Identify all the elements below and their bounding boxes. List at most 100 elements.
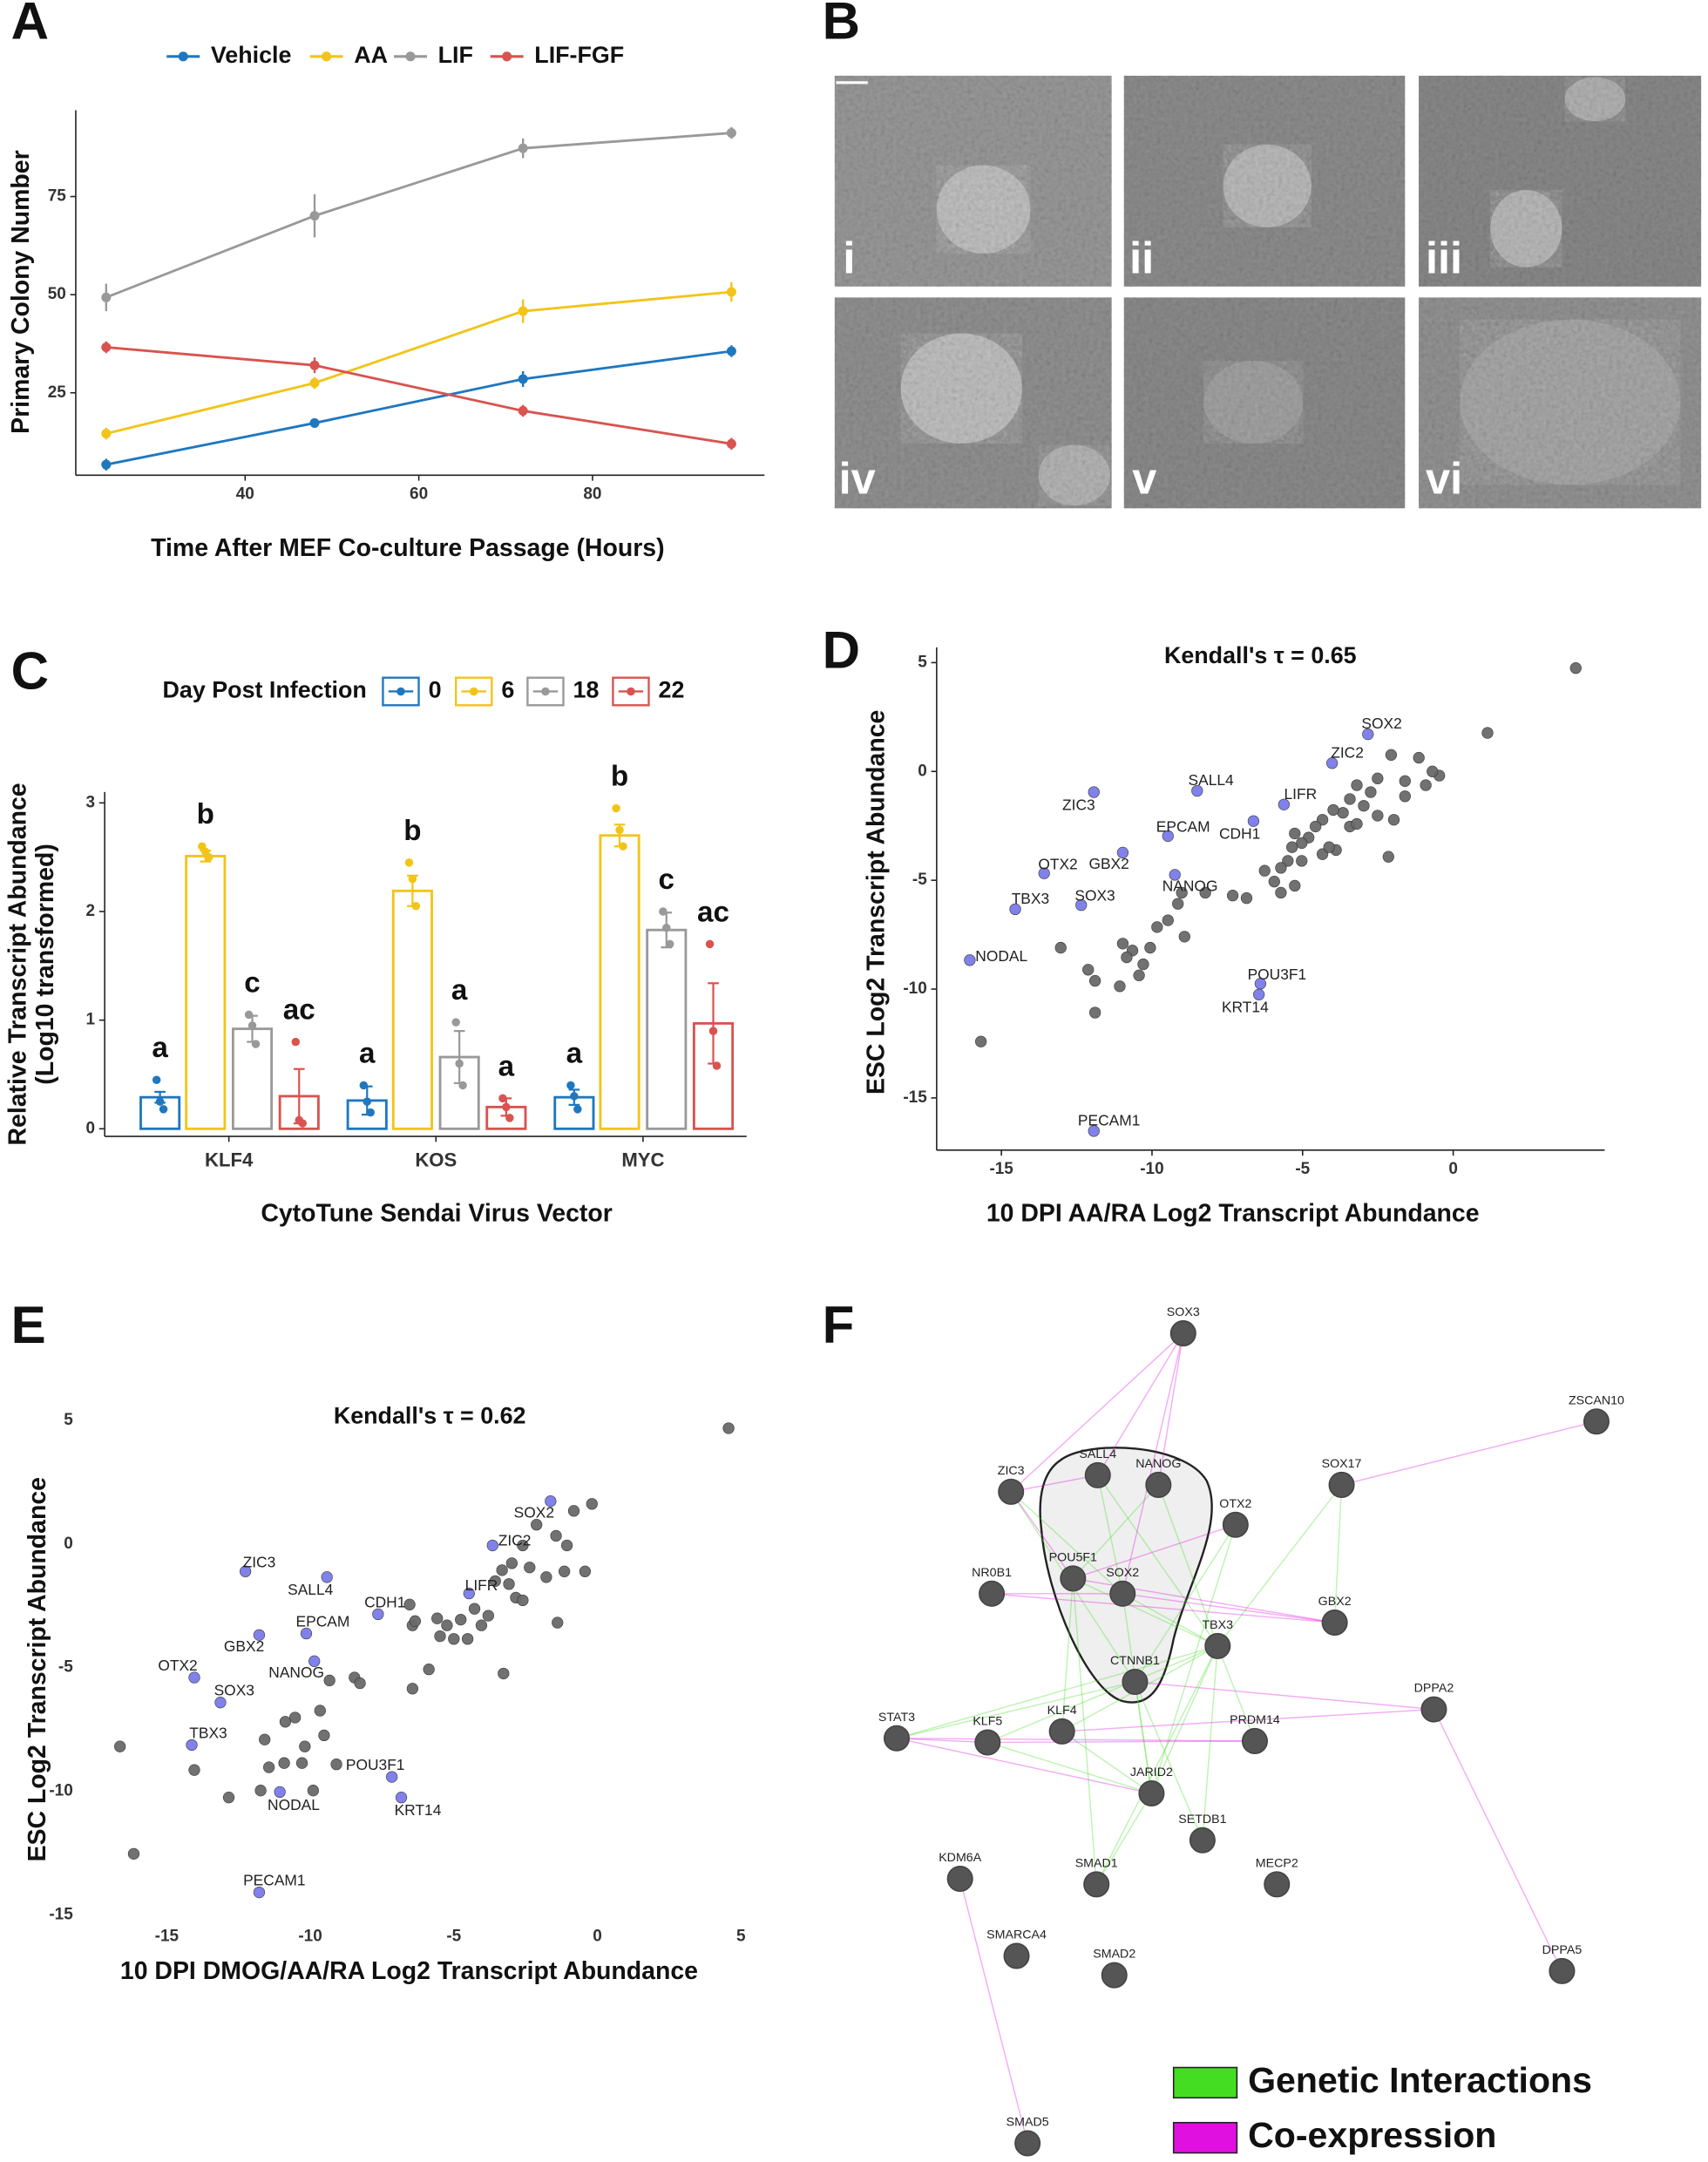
- legend-label: AA: [354, 42, 388, 68]
- point: [1082, 964, 1095, 976]
- point: [101, 292, 112, 302]
- replicate-point: [619, 842, 627, 851]
- point: [434, 1630, 446, 1643]
- network-edge: [1333, 1484, 1343, 1623]
- network-node: [979, 1580, 1006, 1607]
- point: [214, 1697, 227, 1709]
- network-node: [1222, 1511, 1249, 1538]
- replicate-point: [665, 939, 674, 949]
- point: [552, 1616, 564, 1629]
- point: [1253, 988, 1265, 1000]
- network-edge: [987, 1741, 1152, 1794]
- point: [279, 1716, 292, 1728]
- legend-label: LIF-FGF: [534, 42, 624, 68]
- network-node: [1241, 1727, 1268, 1754]
- node-label: GBX2: [1318, 1595, 1352, 1609]
- legend-swatch: [405, 51, 416, 62]
- network-edge: [1072, 1578, 1097, 1885]
- replicate-point: [152, 1075, 161, 1084]
- legend-label: 0: [429, 677, 442, 703]
- point: [560, 1539, 573, 1552]
- point: [1358, 800, 1370, 812]
- micrograph-label: i: [843, 234, 855, 283]
- node-label: TBX3: [1203, 1618, 1234, 1632]
- point-label: TBX3: [189, 1724, 227, 1741]
- replicate-point: [458, 1081, 467, 1090]
- point: [726, 438, 736, 449]
- node-label: JARID2: [1130, 1766, 1173, 1779]
- point-label: PECAM1: [243, 1872, 305, 1889]
- point: [1310, 820, 1322, 833]
- line: [105, 346, 732, 445]
- network-edge: [1097, 1332, 1184, 1476]
- panel-letter: B: [823, 0, 860, 50]
- network-node: [974, 1729, 1001, 1756]
- legend-swatch: [396, 687, 405, 696]
- node-label: STAT3: [878, 1711, 915, 1725]
- point: [254, 1785, 267, 1797]
- network-node: [1060, 1565, 1087, 1592]
- point: [503, 1578, 515, 1590]
- legend-swatch: [455, 676, 493, 707]
- point: [498, 1667, 510, 1680]
- point: [482, 1610, 494, 1622]
- point-label: PECAM1: [1078, 1111, 1140, 1128]
- y-tick-label: -15: [903, 1088, 927, 1107]
- point: [531, 1519, 543, 1531]
- point-label: KRT14: [1222, 999, 1269, 1016]
- point: [1365, 786, 1377, 798]
- replicate-point: [712, 1061, 722, 1070]
- network-edge: [959, 1878, 1028, 2144]
- y-tick-label: 1: [86, 1011, 96, 1029]
- point: [1191, 784, 1203, 797]
- point: [475, 1619, 488, 1631]
- network-node: [1138, 1779, 1165, 1807]
- point: [354, 1677, 366, 1690]
- x-tick-label: KOS: [415, 1149, 457, 1170]
- micrograph-label: v: [1132, 454, 1156, 504]
- panel-letter: D: [823, 621, 860, 680]
- point: [726, 346, 736, 356]
- replicate-point: [251, 1040, 261, 1048]
- network-edge: [1433, 1709, 1563, 1972]
- node-label: SMAD2: [1093, 1948, 1135, 1962]
- network-edge: [1097, 1474, 1123, 1594]
- point: [726, 287, 736, 297]
- point: [1387, 814, 1400, 826]
- legend-swatch: [627, 687, 635, 696]
- point-label: SALL4: [288, 1581, 334, 1598]
- point-label: SOX2: [1361, 715, 1401, 732]
- node-label: SMAD5: [1006, 2116, 1049, 2130]
- x-tick-label: -5: [1295, 1160, 1310, 1178]
- point: [101, 342, 112, 353]
- point: [448, 1633, 460, 1645]
- y-tick-label: 0: [86, 1119, 96, 1137]
- x-tick-label: 80: [583, 485, 601, 503]
- point: [1323, 841, 1335, 853]
- legend-label: Co-expression: [1248, 2115, 1496, 2155]
- x-tick-label: -10: [298, 1927, 322, 1945]
- network-node: [1003, 1942, 1030, 1969]
- point-label: LIFR: [465, 1576, 498, 1594]
- node-label: ZSCAN10: [1569, 1393, 1624, 1407]
- point: [309, 377, 320, 389]
- point: [455, 1613, 467, 1626]
- network-edge: [992, 1593, 1335, 1623]
- point-label: NODAL: [975, 947, 1027, 965]
- network-edge: [1073, 1577, 1218, 1647]
- micrograph-label: iv: [839, 454, 876, 504]
- network-edge: [1061, 1578, 1074, 1732]
- node-label: DPPA2: [1414, 1682, 1454, 1696]
- point: [431, 1612, 444, 1624]
- node-label: OTX2: [1219, 1497, 1251, 1511]
- replicate-point: [659, 907, 668, 916]
- point: [579, 1565, 591, 1577]
- replicate-point: [573, 1105, 582, 1114]
- point: [253, 1886, 266, 1899]
- network-node: [883, 1725, 911, 1752]
- network-node: [1189, 1827, 1216, 1854]
- colony: [1203, 361, 1304, 444]
- significance-letter: a: [359, 1037, 376, 1069]
- point: [1382, 851, 1394, 863]
